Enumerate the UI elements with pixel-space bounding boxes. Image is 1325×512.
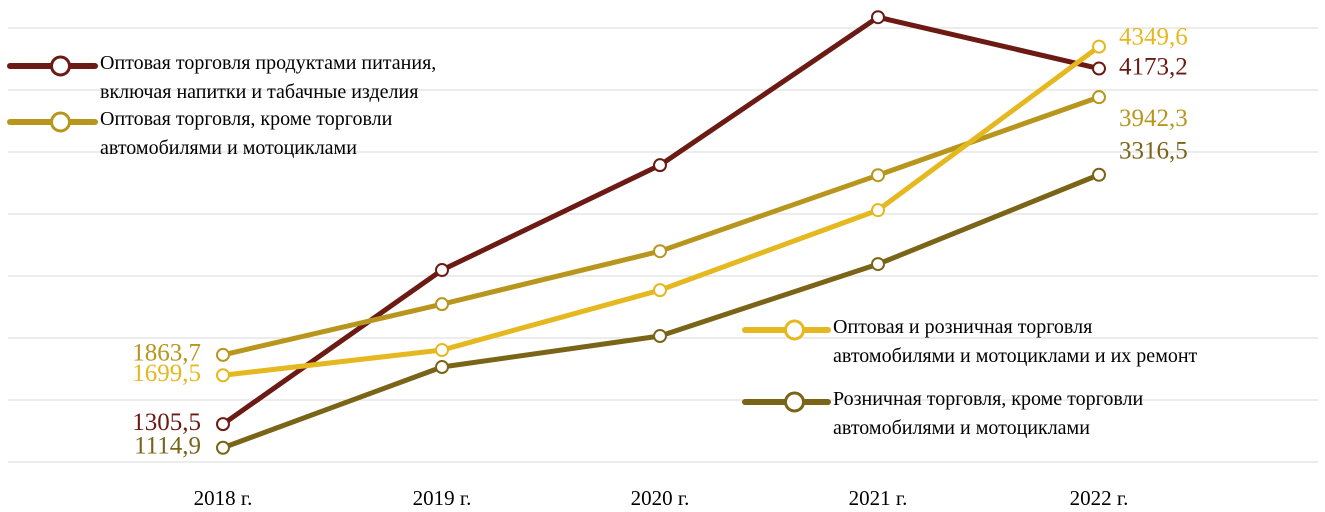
legend-label-line: Оптовая торговля продуктами питания, (100, 52, 436, 74)
point-marker (216, 347, 230, 362)
data-label: 1114,9 (134, 432, 201, 459)
legend-marker (50, 111, 71, 133)
data-label: 4349,6 (1119, 23, 1188, 50)
point-marker (1092, 39, 1106, 54)
legend-label-line: Оптовая и розничная торговля (833, 316, 1092, 338)
point-marker (871, 168, 885, 183)
legend-label: Оптовая торговля продуктами питания, вклю… (100, 52, 436, 103)
legend-label-line: Розничная торговля, кроме торговли (833, 388, 1144, 410)
x-tick-label: 2021 г. (849, 486, 908, 510)
point-marker (435, 263, 449, 278)
point-marker (435, 297, 449, 312)
point-marker (1092, 61, 1106, 76)
legend-label-line: автомобилями и мотоциклами (833, 417, 1090, 439)
point-marker (871, 10, 885, 25)
point-marker (653, 329, 667, 344)
legend-label: Оптовая торговля, кроме торговли автомоби… (100, 108, 393, 159)
point-marker (216, 417, 230, 432)
legend-label: Оптовая и розничная торговля автомобилями… (833, 316, 1198, 367)
data-label: 1863,7 (132, 340, 201, 367)
legend-label-line: автомобилями и мотоциклами (100, 137, 357, 159)
x-tick-label: 2022 г. (1070, 486, 1129, 510)
point-marker (653, 158, 667, 173)
point-marker (653, 244, 667, 259)
point-marker (435, 360, 449, 375)
legend-label: Розничная торговля, кроме торговли автомо… (833, 388, 1144, 439)
point-marker (435, 343, 449, 358)
point-marker (216, 440, 230, 455)
legend-label-line: автомобилями и мотоциклами и их ремонт (833, 345, 1198, 367)
x-tick-label: 2019 г. (413, 486, 472, 510)
data-label: 1699,5 (132, 360, 201, 387)
legend-marker (784, 391, 805, 413)
x-tick-label: 2020 г. (631, 486, 690, 510)
point-marker (216, 368, 230, 383)
point-marker (871, 203, 885, 218)
point-marker (871, 257, 885, 272)
x-tick-label: 2018 г. (194, 486, 253, 510)
point-marker (653, 283, 667, 298)
legend-marker (784, 319, 805, 341)
point-marker (1092, 167, 1106, 182)
point-marker (1092, 90, 1106, 105)
data-label: 1305,5 (132, 409, 201, 436)
legend-label-line: включая напитки и табачные изделия (100, 81, 418, 103)
data-label: 4173,2 (1119, 53, 1188, 80)
data-label: 3316,5 (1119, 137, 1188, 164)
legend-marker (50, 55, 71, 77)
legend-label-line: Оптовая торговля, кроме торговли (100, 108, 393, 130)
data-label: 3942,3 (1119, 105, 1188, 132)
